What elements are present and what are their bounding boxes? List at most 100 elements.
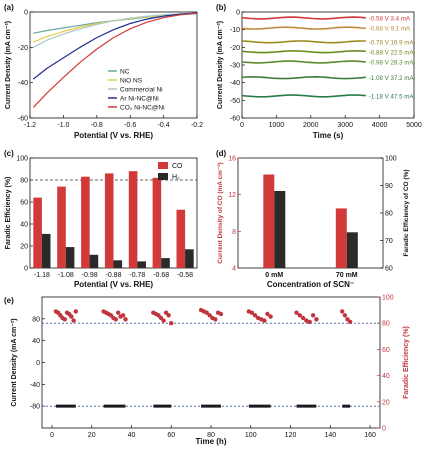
bar bbox=[274, 191, 286, 268]
y-tick-label: 80 bbox=[32, 316, 40, 323]
panel-b-label: (b) bbox=[216, 3, 227, 12]
fe-point bbox=[252, 313, 258, 318]
series-label: -0.78 V 16.9 mA bbox=[369, 39, 415, 46]
y-tick-label: 0 bbox=[236, 10, 240, 17]
y-tick-label-right: 100 bbox=[382, 295, 394, 302]
y-axis-title: Current Density (mA cm⁻²) bbox=[217, 21, 224, 109]
legend-swatch bbox=[158, 173, 168, 180]
series-line bbox=[241, 60, 366, 64]
y-tick-label: 0 bbox=[36, 360, 40, 367]
x-tick-label: -0.4 bbox=[158, 122, 170, 129]
y-tick-label: -60 bbox=[18, 116, 28, 123]
x-tick-label: 100 bbox=[245, 432, 257, 439]
series-line bbox=[241, 94, 366, 98]
bar bbox=[65, 247, 75, 268]
series-line bbox=[32, 12, 198, 80]
panel-a-frame bbox=[29, 11, 198, 119]
category-label: -0.98 bbox=[82, 272, 98, 279]
fe-point bbox=[69, 314, 74, 319]
y-tick-label: -10 bbox=[230, 27, 240, 34]
series-line bbox=[241, 40, 366, 44]
y-axis-title-left: Current Density of CO (mA cm⁻²) bbox=[217, 162, 224, 263]
y-tick-label-right: 40 bbox=[382, 373, 390, 380]
bar bbox=[185, 249, 194, 268]
bar bbox=[263, 174, 275, 268]
panel-e-label: (e) bbox=[4, 296, 14, 305]
y-tick-label: 0 bbox=[24, 10, 28, 17]
fe-point bbox=[62, 317, 67, 322]
bar bbox=[81, 176, 90, 268]
y-tick-label: -40 bbox=[30, 382, 40, 389]
fe-point bbox=[116, 310, 121, 315]
fe-point bbox=[113, 317, 119, 322]
fe-point bbox=[71, 318, 76, 323]
bar bbox=[89, 254, 99, 268]
y-tick-label-right: 90 bbox=[385, 183, 393, 190]
fe-point bbox=[300, 315, 306, 321]
x-tick-label: 0 bbox=[50, 432, 54, 439]
y-axis-title: Faradic Efficiency (%) bbox=[5, 177, 12, 250]
y-axis-title-left: Current Density (mA cm⁻²) bbox=[11, 318, 18, 406]
y-tick-label: 0 bbox=[24, 266, 28, 273]
y-tick-label-right: 60 bbox=[382, 347, 390, 354]
fe-point bbox=[340, 309, 345, 314]
bar bbox=[161, 258, 170, 268]
category-label: -0.88 bbox=[106, 272, 122, 279]
series-line bbox=[33, 12, 198, 48]
x-tick-label: 60 bbox=[167, 432, 175, 439]
y-tick-label: 8 bbox=[232, 229, 236, 236]
y-tick-label: -20 bbox=[18, 45, 28, 52]
y-tick-label: -80 bbox=[30, 404, 40, 411]
y-tick-label-right: 60 bbox=[385, 266, 393, 273]
fe-point bbox=[297, 313, 302, 318]
x-axis-title: Time (h) bbox=[196, 437, 227, 446]
y-axis-title: Current Density (mA cm⁻²) bbox=[5, 21, 12, 109]
bar bbox=[137, 261, 146, 268]
panel-c-label: (c) bbox=[4, 149, 14, 158]
y-tick-label: 40 bbox=[20, 222, 28, 229]
y-tick-label: -30 bbox=[230, 63, 240, 70]
x-tick-label: 20 bbox=[88, 432, 96, 439]
x-tick-label: 5000 bbox=[406, 122, 422, 129]
x-tick-label: -1.2 bbox=[24, 122, 36, 129]
series-line bbox=[241, 75, 366, 80]
fe-point bbox=[204, 310, 209, 315]
bar bbox=[113, 260, 123, 268]
y-tick-label-right: 0 bbox=[382, 426, 386, 433]
bar bbox=[104, 173, 114, 268]
category-label: -1.08 bbox=[58, 272, 74, 279]
y-tick-label: -40 bbox=[230, 80, 240, 87]
x-axis-title: Potential (V vs. RHE) bbox=[74, 280, 153, 289]
y-tick-label: 20 bbox=[20, 244, 28, 251]
y-axis-title-right: Faradic Efficiency (%) bbox=[403, 326, 410, 399]
series-label: -0.68 V 9.1 mA bbox=[369, 26, 411, 33]
x-axis-title: Concentration of SCN⁻ bbox=[267, 280, 354, 289]
x-tick-label: 40 bbox=[128, 432, 136, 439]
x-tick-label: 120 bbox=[285, 432, 297, 439]
bar bbox=[128, 171, 138, 268]
bar bbox=[176, 209, 186, 268]
legend-label: NiO NS bbox=[120, 78, 143, 85]
category-label: -0.58 bbox=[177, 272, 193, 279]
bar bbox=[33, 197, 42, 268]
x-tick-label: -0.2 bbox=[191, 122, 203, 129]
fe-point bbox=[73, 309, 79, 314]
series-line bbox=[241, 26, 366, 30]
series-label: -0.58 V 3.4 mA bbox=[369, 16, 411, 23]
y-tick-label: 40 bbox=[32, 338, 40, 345]
y-tick-label: -20 bbox=[230, 45, 240, 52]
legend-label: NC bbox=[120, 69, 130, 76]
fe-point bbox=[218, 311, 224, 317]
series-line bbox=[241, 50, 366, 54]
series-line bbox=[241, 16, 366, 20]
fe-point bbox=[213, 317, 218, 322]
y-tick-label: -60 bbox=[230, 116, 240, 123]
fe-point bbox=[304, 318, 309, 323]
x-tick-label: 2000 bbox=[303, 122, 319, 129]
y-tick-label-right: 20 bbox=[382, 399, 390, 406]
series-label: -1.08 V 37.2 mA bbox=[369, 75, 415, 82]
fe-point bbox=[249, 310, 255, 315]
series-label: -0.98 V 28.3 mA bbox=[369, 59, 415, 66]
fe-point bbox=[307, 319, 312, 325]
panel-d-frame bbox=[237, 157, 384, 269]
